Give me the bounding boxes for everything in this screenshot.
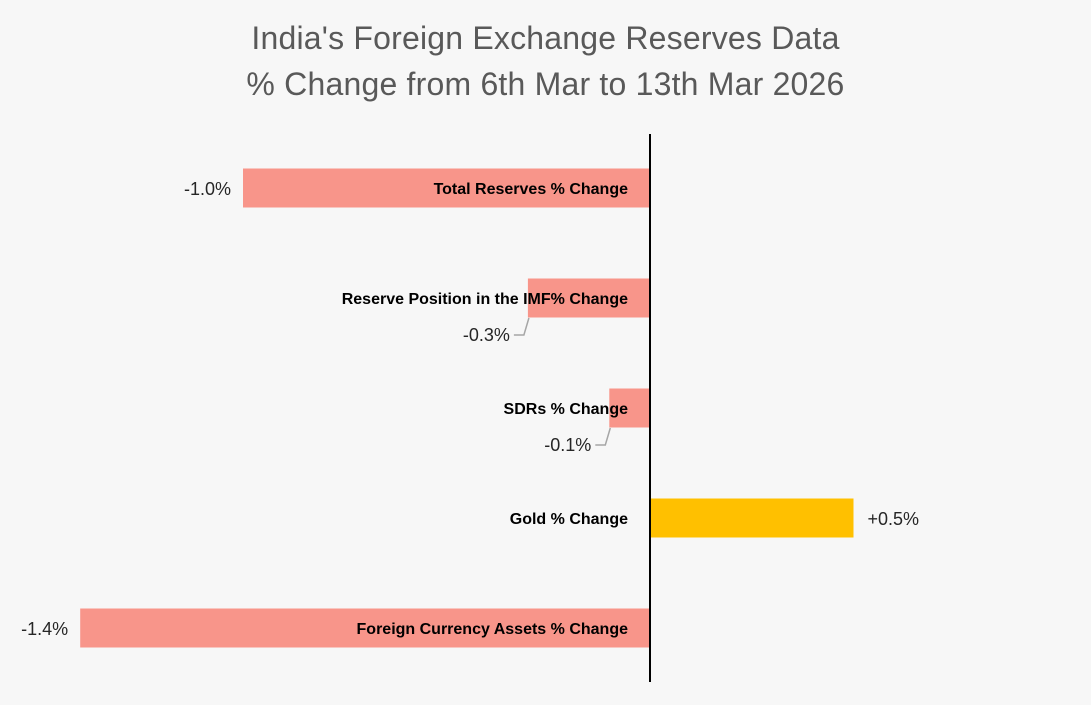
data-label: -0.1%	[544, 435, 591, 455]
leader-line	[513, 317, 530, 336]
bar	[527, 278, 650, 318]
data-label: +0.5%	[868, 509, 920, 529]
bar	[243, 168, 650, 208]
category-label: Total Reserves % Change	[434, 181, 629, 198]
category-label: Foreign Currency Assets % Change	[357, 621, 629, 638]
category-label: Gold % Change	[510, 511, 628, 528]
category-label: SDRs % Change	[504, 401, 629, 418]
data-label: -0.3%	[463, 325, 510, 345]
bar	[609, 388, 650, 428]
leader-line	[595, 427, 612, 446]
chart-title: India's Foreign Exchange Reserves Data	[251, 20, 840, 56]
bar	[650, 498, 854, 538]
chart-subtitle: % Change from 6th Mar to 13th Mar 2026	[246, 66, 845, 102]
bar	[80, 608, 650, 648]
data-label: -1.4%	[21, 619, 68, 639]
category-label: Reserve Position in the IMF% Change	[342, 291, 628, 308]
data-label: -1.0%	[184, 179, 231, 199]
